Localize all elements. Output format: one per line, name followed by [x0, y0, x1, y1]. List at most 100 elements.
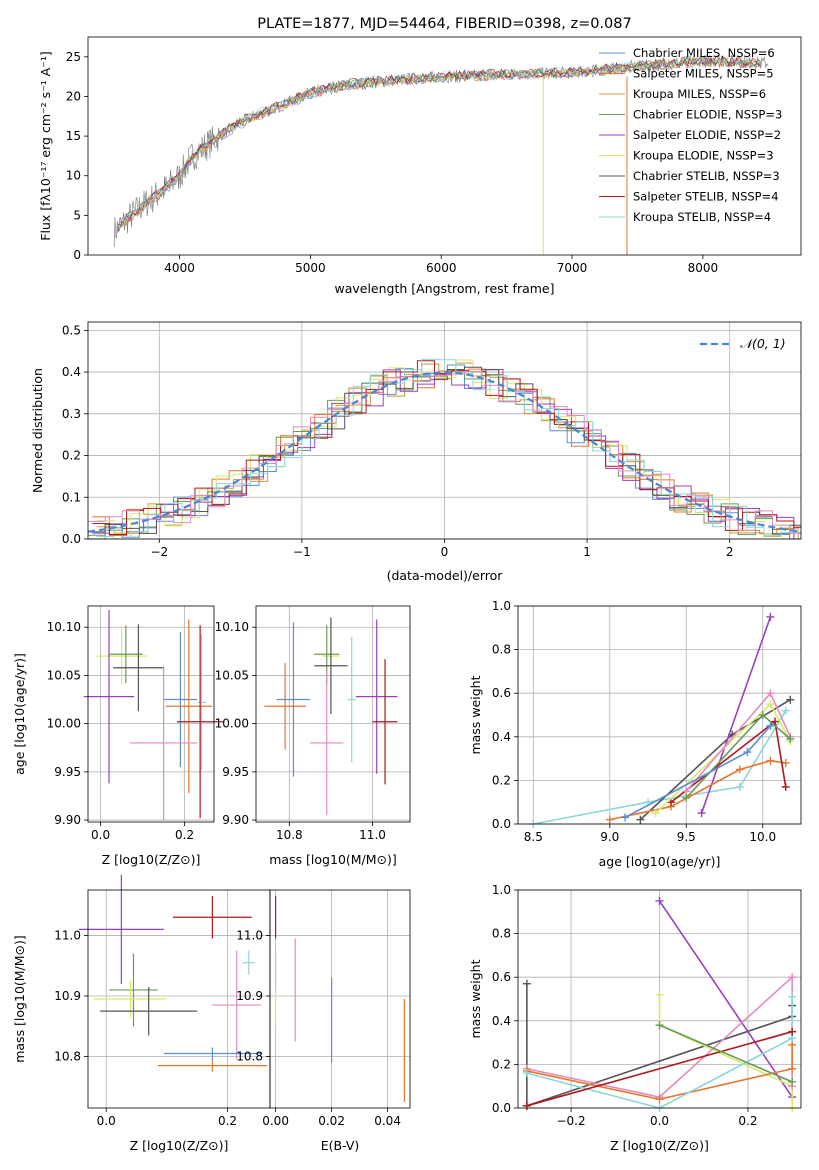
x-axis-label: Z [log10(Z/Z⊙)]: [130, 1138, 229, 1153]
y-tick-label: 10.10: [215, 620, 249, 634]
x-tick-label: 8000: [688, 261, 719, 275]
histogram-kroupa-stelib: [96, 358, 801, 540]
x-tick-label: 0.0: [650, 1114, 669, 1128]
series-line: [658, 994, 793, 1108]
series-line: [639, 699, 791, 821]
x-tick-label: 10.0: [749, 830, 776, 844]
y-axis-label: mass weight: [468, 959, 483, 1038]
histogram-salpeter-stelib: [92, 360, 801, 536]
x-axis-label: age [log10(age/yr)]: [599, 854, 721, 869]
y-tick-label: 0.0: [62, 532, 81, 546]
model-chabrier-stelib: [116, 56, 761, 228]
x-tick-label: 7000: [557, 261, 588, 275]
axes-frame: [269, 889, 411, 1109]
series-line: [659, 1024, 793, 1083]
x-tick-label: 0.2: [738, 1114, 757, 1128]
y-axis-label: age [log10(age/yr)]: [12, 653, 27, 775]
y-tick-label: 10.00: [215, 717, 249, 731]
legend-label: Chabrier MILES, NSSP=6: [633, 46, 775, 60]
y-tick-label: 1.0: [492, 883, 511, 897]
x-tick-label: 9.0: [600, 830, 619, 844]
y-tick-label: 10.10: [47, 620, 81, 634]
x-tick-label: 0.2: [218, 1114, 237, 1128]
y-tick-label: 0.8: [492, 927, 511, 941]
y-tick-label: 11.0: [54, 928, 81, 942]
x-axis-label: Z [log10(Z/Z⊙)]: [610, 1138, 709, 1153]
y-axis-label: mass [log10(M/M⊙)]: [12, 935, 27, 1063]
y-tick-label: 0.3: [62, 407, 81, 421]
x-axis-label: E(B-V): [321, 1138, 360, 1153]
y-tick-label: 10.8: [236, 1050, 263, 1064]
legend-label: Chabrier ELODIE, NSSP=3: [633, 108, 782, 122]
axes-frame: [87, 321, 802, 540]
legend-label: Salpeter STELIB, NSSP=4: [633, 190, 779, 204]
x-tick-label: 8.5: [524, 830, 543, 844]
x-tick-label: −0.2: [556, 1114, 585, 1128]
y-tick-label: 10.00: [47, 717, 81, 731]
series-line: [700, 616, 772, 814]
x-tick-label: 2: [726, 545, 734, 559]
y-tick-label: 0.0: [492, 1101, 511, 1115]
y-tick-label: 0.0: [492, 817, 511, 831]
x-tick-label: 6000: [426, 261, 457, 275]
legend-label: Salpeter ELODIE, NSSP=2: [633, 128, 781, 142]
y-tick-label: 0.5: [62, 323, 81, 337]
y-tick-label: 0.1: [62, 490, 81, 504]
model-kroupa-stelib: [116, 54, 761, 230]
axes-frame: [87, 605, 215, 823]
y-tick-label: 5: [73, 208, 81, 222]
y-tick-label: 1.0: [492, 599, 511, 613]
y-tick-label: 9.95: [54, 765, 81, 779]
y-tick-label: 0.4: [492, 730, 511, 744]
axes-frame: [255, 605, 411, 823]
x-tick-label: 0.0: [91, 828, 110, 842]
y-axis-label: Normed distribution: [30, 368, 45, 493]
y-tick-label: 10.8: [54, 1050, 81, 1064]
x-axis-label: mass [log10(M/M⊙)]: [269, 852, 397, 867]
x-tick-label: 5000: [295, 261, 326, 275]
y-tick-label: 11.0: [236, 928, 263, 942]
y-tick-label: 20: [66, 89, 81, 103]
legend-label: 𝒩(0, 1): [740, 336, 786, 351]
y-axis-label: Flux [fλ10⁻¹⁷ erg cm⁻² s⁻¹ A⁻¹]: [38, 51, 53, 240]
y-tick-label: 15: [66, 129, 81, 143]
normal-curve: [87, 371, 802, 533]
x-tick-label: 0: [441, 545, 449, 559]
x-tick-label: 0.04: [374, 1114, 401, 1128]
x-tick-label: 1: [583, 545, 591, 559]
chart-title: PLATE=1877, MJD=54464, FIBERID=0398, z=0…: [257, 16, 631, 32]
y-tick-label: 0.6: [492, 970, 511, 984]
axes-frame: [517, 605, 802, 825]
x-tick-label: 0.2: [175, 828, 194, 842]
y-tick-label: 0.4: [62, 365, 81, 379]
legend-label: Kroupa MILES, NSSP=6: [633, 87, 766, 101]
x-tick-label: 0.00: [262, 1114, 289, 1128]
y-tick-label: 0.8: [492, 643, 511, 657]
axes-frame: [87, 36, 802, 256]
y-tick-label: 10.05: [47, 668, 81, 682]
x-tick-label: 0.0: [97, 1114, 116, 1128]
model-salpeter-elodie: [116, 56, 761, 232]
model-salpeter-stelib: [116, 54, 761, 232]
x-tick-label: 0.02: [318, 1114, 345, 1128]
x-tick-label: 10.8: [276, 828, 303, 842]
histogram-salpeter-elodie: [92, 368, 801, 540]
y-tick-label: 9.90: [222, 813, 249, 827]
series-line: [658, 900, 793, 1098]
y-tick-label: 0: [73, 248, 81, 262]
histogram-pink: [88, 370, 801, 534]
y-tick-label: 25: [66, 50, 81, 64]
x-tick-label: −2: [150, 545, 168, 559]
histogram-kroupa-elodie: [96, 359, 801, 535]
series-line: [526, 1030, 793, 1107]
legend-label: Chabrier STELIB, NSSP=3: [633, 169, 780, 183]
y-tick-label: 0.6: [492, 686, 511, 700]
y-tick-label: 9.90: [54, 813, 81, 827]
y-tick-label: 9.95: [222, 765, 249, 779]
legend-label: Kroupa ELODIE, NSSP=3: [633, 149, 774, 163]
x-axis-label: (data-model)/error: [387, 568, 504, 583]
x-axis-label: Z [log10(Z/Z⊙)]: [102, 852, 201, 867]
x-tick-label: 9.5: [677, 830, 696, 844]
y-tick-label: 0.2: [492, 1057, 511, 1071]
x-axis-label: wavelength [Angstrom, rest frame]: [334, 281, 554, 296]
